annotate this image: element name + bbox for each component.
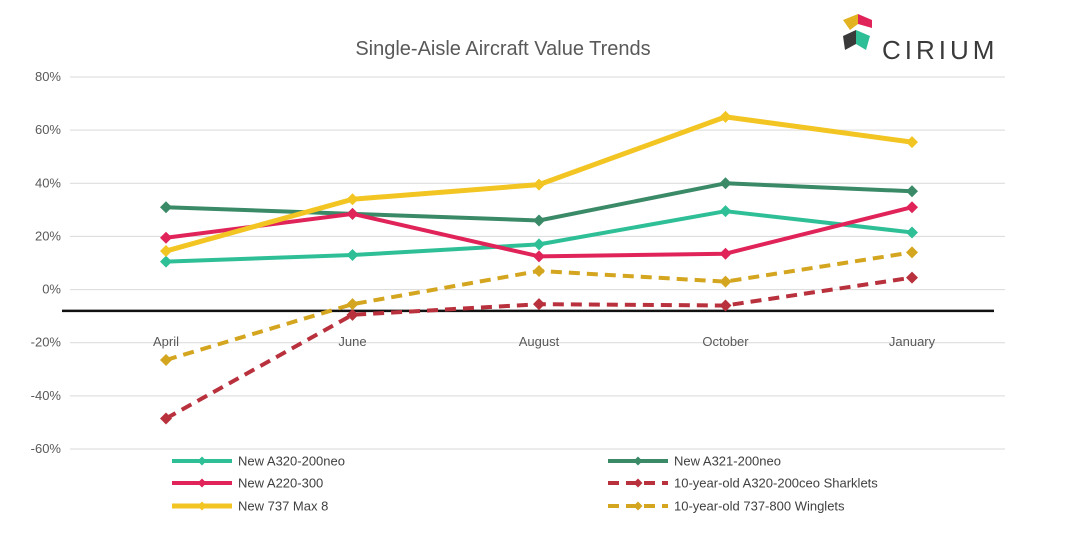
legend-label: New A321-200neo [674, 454, 781, 469]
data-point [906, 226, 918, 239]
y-tick-label: 80% [35, 69, 61, 84]
legend-marker [197, 478, 207, 488]
data-point [533, 298, 545, 311]
cirium-logo: CIRIUM [843, 14, 998, 65]
x-tick-label: October [702, 334, 749, 349]
grid [70, 76, 1005, 450]
logo-mark-red [858, 14, 872, 28]
y-tick-label: 40% [35, 175, 61, 190]
data-point [160, 412, 172, 425]
data-point [346, 193, 359, 206]
x-tick-label: January [889, 334, 936, 349]
series [160, 110, 918, 425]
y-tick-label: 60% [35, 122, 61, 137]
data-point [719, 275, 732, 288]
y-tick-label: -60% [31, 441, 62, 456]
data-point [346, 207, 359, 220]
data-point [906, 201, 918, 214]
y-tick-label: -20% [31, 335, 62, 350]
data-point [906, 271, 918, 284]
legend-label: 10-year-old 737-800 Winglets [674, 499, 845, 514]
series-4 [160, 110, 918, 258]
data-point [533, 214, 545, 227]
data-point [533, 264, 545, 277]
legend-item: New A321-200neo [608, 454, 781, 469]
series-3 [160, 271, 918, 425]
data-point [906, 185, 918, 198]
x-tick-label: April [153, 334, 179, 349]
series-2 [160, 201, 918, 263]
data-point [160, 255, 172, 268]
legend: New A320-200neo New A321-200neo New A220-3… [172, 454, 878, 514]
data-point [533, 250, 545, 263]
data-point [906, 246, 918, 259]
data-point [160, 245, 172, 258]
y-tick-label: -40% [31, 388, 62, 403]
axes: 80% 60% 40% 20% 0% -20% -40% -60% April June Augus… [31, 69, 994, 456]
legend-marker [633, 456, 643, 466]
logo-text: CIRIUM [882, 35, 998, 65]
legend-label: New 737 Max 8 [238, 499, 328, 514]
legend-item: 10-year-old A320-200ceo Sharklets [608, 476, 878, 491]
series-0 [160, 205, 918, 268]
data-point [346, 298, 359, 311]
data-point [719, 247, 732, 260]
logo-mark-yellow [843, 14, 858, 30]
legend-label: New A220-300 [238, 476, 323, 491]
data-point [719, 177, 732, 190]
y-tick-label: 0% [42, 282, 61, 297]
legend-item: 10-year-old 737-800 Winglets [608, 499, 845, 514]
data-point [160, 201, 172, 214]
legend-item: New A320-200neo [172, 454, 345, 469]
series-5 [160, 246, 918, 366]
logo-mark-green [856, 30, 870, 50]
legend-item: New 737 Max 8 [172, 499, 328, 514]
legend-marker [197, 456, 207, 466]
chart-title: Single-Aisle Aircraft Value Trends [355, 38, 650, 60]
legend-label: 10-year-old A320-200ceo Sharklets [674, 476, 878, 491]
data-point [906, 136, 918, 149]
x-tick-label: June [338, 334, 366, 349]
legend-marker [633, 478, 643, 488]
data-point [719, 299, 732, 312]
data-point [719, 110, 732, 123]
legend-marker [633, 501, 643, 511]
legend-item: New A220-300 [172, 476, 323, 491]
x-tick-label: August [519, 334, 560, 349]
data-point [533, 238, 545, 251]
data-point [160, 353, 172, 366]
data-point [533, 178, 545, 191]
data-point [719, 205, 732, 218]
legend-marker [197, 501, 207, 511]
data-point [160, 231, 172, 244]
legend-label: New A320-200neo [238, 454, 345, 469]
series-1 [160, 177, 918, 227]
logo-mark-dark [843, 30, 856, 50]
data-point [346, 308, 359, 321]
data-point [346, 249, 359, 262]
y-tick-label: 20% [35, 228, 61, 243]
